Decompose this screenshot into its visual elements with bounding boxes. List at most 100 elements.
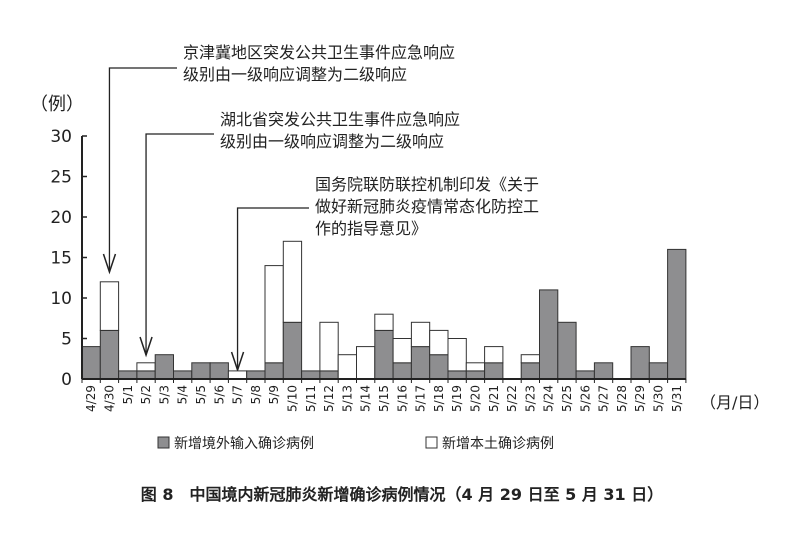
x-tick-label: 5/23	[523, 385, 537, 412]
y-tick-label: 0	[61, 370, 72, 390]
bar-imported-5/6	[209, 362, 229, 380]
x-tick-label: 5/9	[267, 385, 281, 404]
bar-imported-5/31	[667, 248, 687, 380]
annotation-text: 级别由一级响应调整为二级响应	[220, 132, 444, 151]
bar-imported-5/27	[593, 362, 614, 380]
annotation-arrowhead	[102, 253, 117, 275]
x-axis-label: （月/日）	[700, 393, 769, 412]
bar-imported-5/3	[154, 354, 174, 380]
bar-imported-5/9	[264, 362, 284, 380]
bar-imported-5/25	[557, 321, 577, 380]
x-tick-label: 5/19	[450, 385, 464, 412]
x-tick-label: 5/30	[651, 385, 665, 412]
bar-imported-5/23	[520, 362, 541, 380]
bar-imported-5/11	[301, 370, 321, 380]
x-tick-label: 5/22	[505, 385, 519, 412]
x-tick-label: 5/6	[212, 385, 226, 404]
x-tick-label: 5/20	[468, 385, 482, 412]
bar-local-4/30	[99, 281, 120, 331]
bar-imported-5/16	[392, 362, 412, 380]
legend-swatch-imported	[157, 436, 170, 449]
x-tick-label: 5/1	[121, 385, 135, 404]
y-tick-label: 15	[50, 249, 72, 269]
x-tick-label: 5/14	[359, 385, 373, 412]
x-tick-label: 5/8	[249, 385, 263, 404]
x-tick-label: 5/18	[432, 385, 446, 412]
x-tick-label: 5/10	[285, 385, 299, 412]
annotation-text: 京津冀地区突发公共卫生事件应急响应	[183, 43, 455, 62]
bar-local-5/12	[319, 321, 339, 372]
bar-imported-5/2	[136, 370, 156, 380]
x-tick-label: 5/25	[560, 385, 574, 412]
bar-imported-5/12	[319, 370, 339, 380]
annotations: 京津冀地区突发公共卫生事件应急响应级别由一级响应调整为二级响应湖北省突发公共卫生…	[102, 43, 539, 373]
x-tick-label: 5/17	[414, 385, 428, 412]
x-tick-label: 5/7	[231, 385, 245, 404]
x-tick-label: 5/13	[340, 385, 354, 412]
x-tick-label: 5/24	[542, 385, 556, 412]
x-tick-label: 5/12	[322, 385, 336, 412]
y-axis-label: （例）	[30, 94, 84, 115]
bar-local-5/14	[356, 346, 376, 380]
bar-local-5/20	[465, 362, 486, 372]
bar-imported-5/24	[539, 289, 559, 380]
x-tick-label: 5/3	[157, 385, 171, 404]
legend-swatch-local	[425, 436, 438, 449]
x-tick-label: 5/5	[194, 385, 208, 404]
x-tick-label: 5/15	[377, 385, 391, 412]
bar-imported-4/29	[81, 346, 101, 380]
y-tick-label: 25	[50, 168, 72, 188]
chart-title: 图 8 中国境内新冠肺炎新增确诊病例情况（4 月 29 日至 5 月 31 日）	[141, 485, 664, 504]
bar-local-5/19	[447, 338, 467, 372]
x-tick-label: 4/29	[84, 385, 98, 412]
y-tick-label: 5	[61, 330, 72, 350]
annotation-text: 国务院联防联控机制印发《关于	[315, 175, 539, 194]
bar-imported-5/8	[246, 370, 266, 380]
bar-imported-5/4	[173, 370, 193, 380]
bar-local-5/13	[337, 354, 358, 380]
bar-imported-5/21	[484, 362, 504, 380]
x-tick-label: 4/30	[102, 385, 116, 412]
annotation-arrow-line	[236, 207, 309, 370]
annotation-text: 做好新冠肺炎疫情常态化防控工	[315, 197, 539, 216]
x-tick-label: 5/28	[615, 385, 629, 412]
legend-label-local: 新增本土确诊病例	[442, 436, 554, 452]
x-tick-label: 5/11	[304, 385, 318, 412]
legend: 新增境外输入确诊病例 新增本土确诊病例	[157, 436, 554, 452]
bar-local-5/16	[392, 338, 412, 364]
bar-imported-5/20	[465, 370, 486, 380]
bar-imported-5/5	[191, 362, 211, 380]
annotation-arrow-line	[108, 67, 177, 272]
bar-local-5/7	[227, 370, 248, 380]
x-tick-label: 5/31	[670, 385, 684, 412]
x-tick-label: 5/2	[139, 385, 153, 404]
y-tick-label: 20	[50, 208, 72, 228]
bar-local-5/2	[136, 362, 156, 372]
bar-imported-5/19	[447, 370, 467, 380]
x-tick-label: 5/21	[487, 385, 501, 412]
y-tick-label: 10	[50, 289, 72, 309]
bar-imported-4/30	[99, 329, 120, 380]
bar-local-5/21	[484, 346, 504, 364]
annotation-arrow-line	[145, 133, 214, 355]
annotation-arrowhead	[230, 351, 245, 373]
bar-local-5/15	[374, 313, 394, 331]
bar-local-5/10	[282, 240, 303, 323]
bar-imported-5/18	[429, 354, 449, 380]
bar-imported-5/15	[374, 329, 394, 380]
annotation-arrowhead	[139, 336, 153, 358]
bar-local-5/18	[429, 329, 449, 356]
bar-imported-5/26	[575, 370, 595, 380]
bar-local-5/23	[520, 354, 541, 364]
axes: 4/29 4/30 5/1 5/2 5/3 5/4 5/5 5/6 5/7 5/8 5/9 5/10 5…	[50, 127, 687, 412]
bars	[81, 240, 687, 380]
x-tick-label: 5/4	[176, 385, 190, 404]
x-tick-label: 5/29	[633, 385, 647, 412]
legend-label-imported: 新增境外输入确诊病例	[174, 436, 314, 452]
bar-imported-5/17	[410, 346, 431, 380]
bar-imported-5/10	[282, 321, 303, 380]
annotation-text: 湖北省突发公共卫生事件应急响应	[220, 110, 460, 129]
bar-imported-5/29	[630, 346, 650, 380]
x-tick-label: 5/27	[597, 385, 611, 412]
